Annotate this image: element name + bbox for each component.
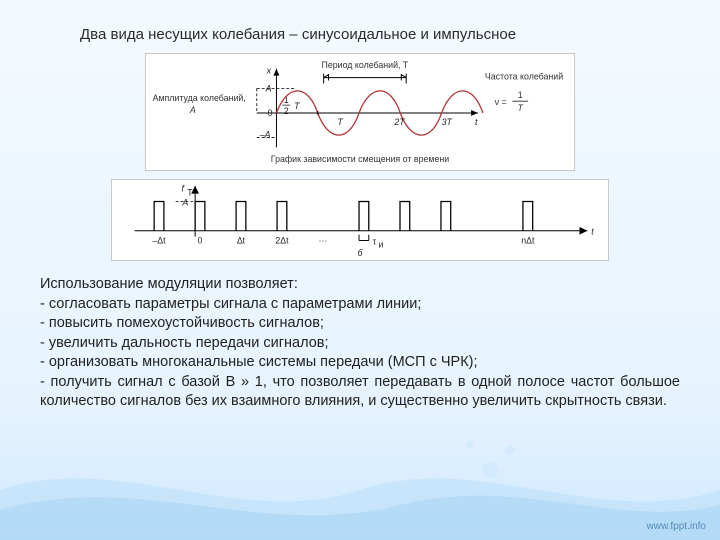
body-last: - получить сигнал с базой В » 1, что поз… [40, 373, 680, 412]
amp-symbol: A [189, 105, 196, 115]
halfT-den: 2 [284, 106, 289, 116]
tick-3T: 3T [442, 117, 453, 127]
xt-0: 0 [198, 235, 203, 245]
tick-T: T [337, 117, 343, 127]
xt-minus: –Δt [152, 235, 166, 245]
tick-2T: 2T [393, 117, 405, 127]
x-axis-label: t [475, 117, 478, 127]
body-lead: Использование модуляции позволяет: [40, 275, 680, 295]
fT-f: f [181, 184, 185, 194]
figure-pulse: f T t A –Δt 0 Δt 2Δt ··· nΔt [111, 179, 609, 261]
fig2-sublabel: б [358, 248, 364, 258]
xt-dots: ··· [319, 235, 328, 245]
amp-label-text: Амплитуда колебаний, [153, 93, 246, 103]
fig1-caption: График зависимости смещения от времени [271, 154, 449, 164]
figure-sine: Амплитуда колебаний, A Частота колебаний… [145, 53, 575, 171]
freq-num: 1 [518, 90, 523, 100]
xt-2dt: 2Δt [275, 235, 289, 245]
pulse-train [154, 201, 533, 230]
fT-T: T [187, 188, 193, 198]
amp-A: A [181, 197, 188, 207]
tick-0: 0 [268, 108, 273, 118]
tau-label: τ [373, 236, 377, 246]
body-item-0: - согласовать параметры сигнала с параме… [40, 295, 680, 315]
xt-ndt: nΔt [521, 235, 535, 245]
body-item-3: - организовать многоканальные системы пе… [40, 353, 680, 373]
freq-formula-left: ν = [495, 97, 507, 107]
body-item-1: - повысить помехоустойчивость сигналов; [40, 314, 680, 334]
y-axis-label: x [266, 66, 272, 76]
slide-root: Два вида несущих колебания – синусоидаль… [0, 0, 720, 540]
period-label: Период колебаний, T [321, 60, 408, 70]
body-item-2: - увеличить дальность передачи сигналов; [40, 334, 680, 354]
freq-label: Частота колебаний [485, 72, 563, 82]
x-axis-t: t [591, 227, 594, 237]
freq-den: T [518, 103, 524, 113]
xt-dt: Δt [237, 235, 246, 245]
tick-minusA: –A [259, 130, 271, 140]
footer-link: www.fppt.info [647, 521, 706, 532]
body-text: Использование модуляции позволяет: - сог… [40, 275, 680, 412]
slide-title: Два вида несущих колебания – синусоидаль… [80, 26, 660, 43]
halfT-right: T [294, 101, 300, 111]
tau-sub: и [379, 239, 384, 249]
